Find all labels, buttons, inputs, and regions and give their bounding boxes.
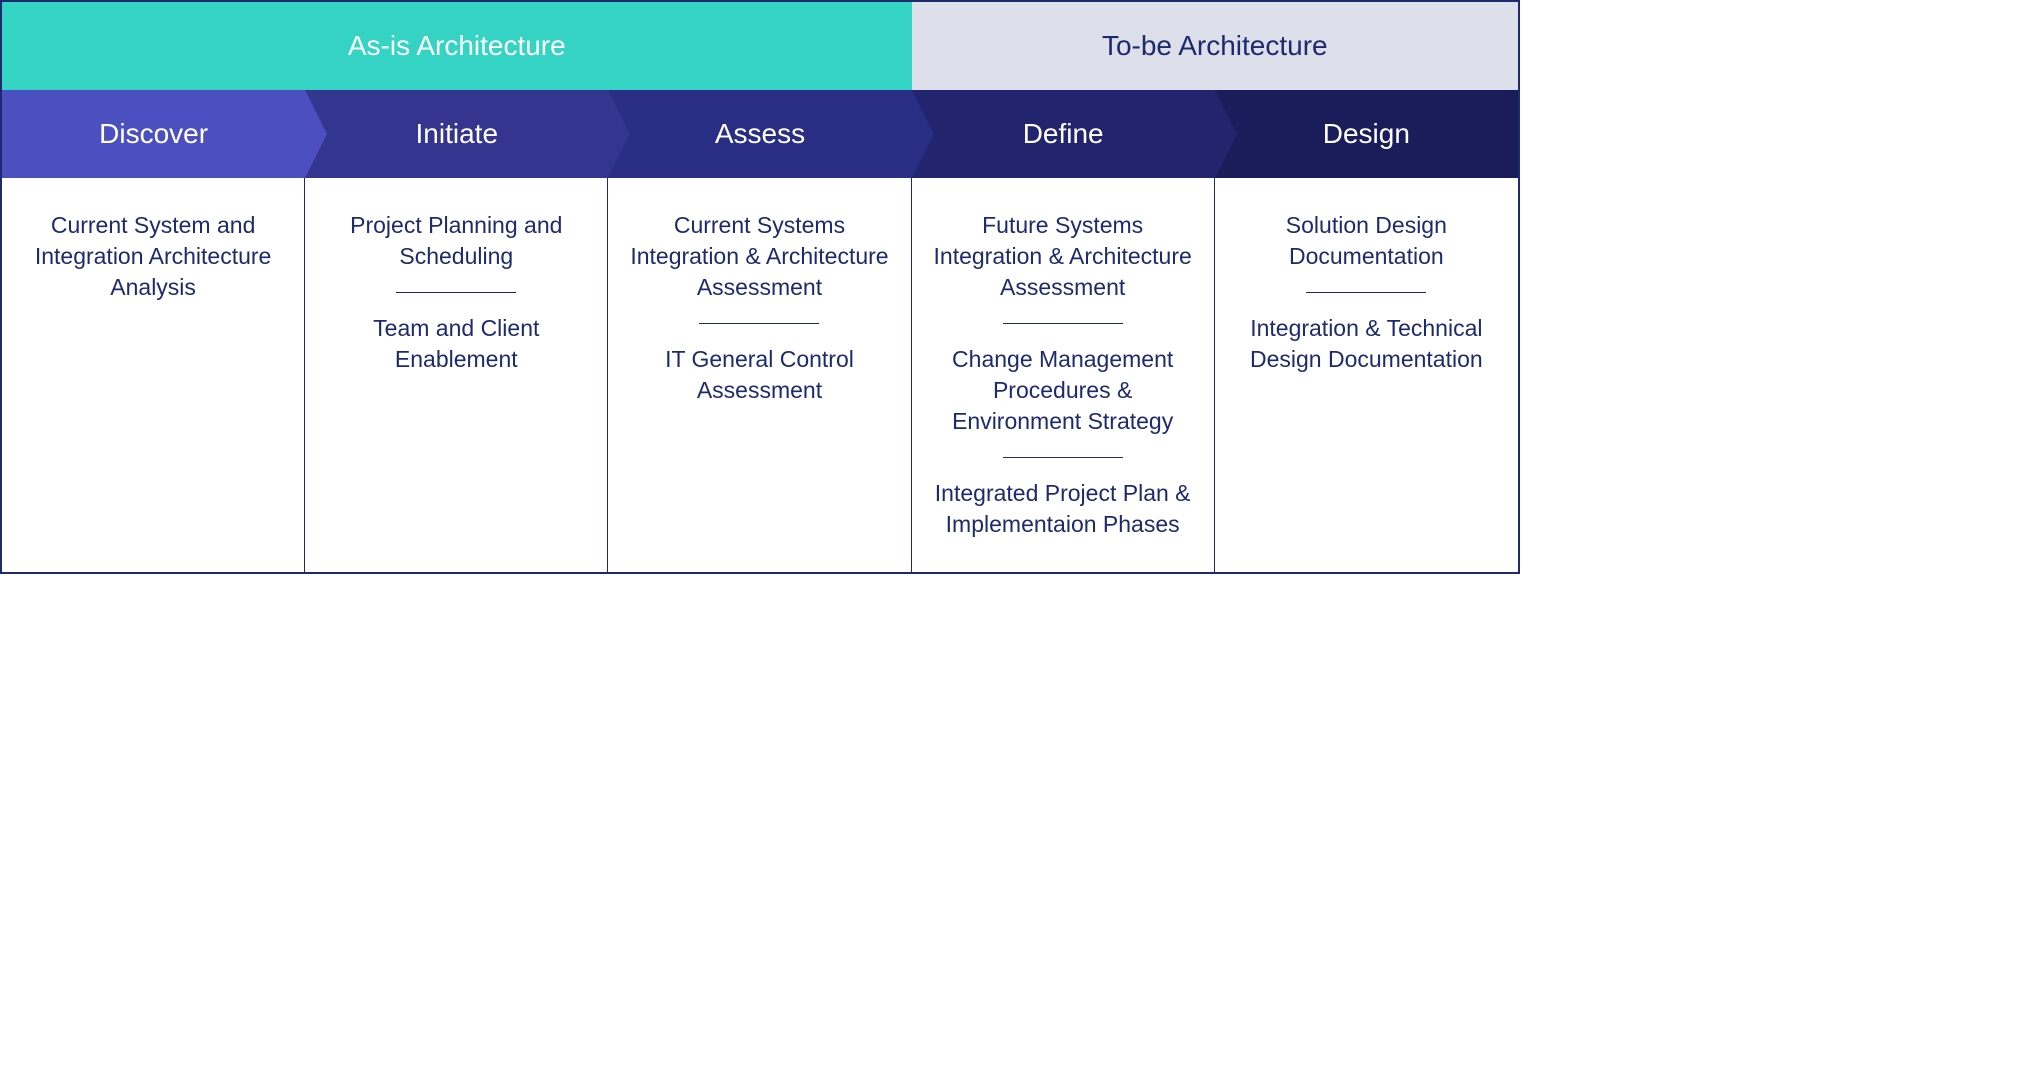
divider	[1003, 323, 1123, 324]
content-row: Current System and Integration Architect…	[2, 178, 1518, 572]
header-label: As-is Architecture	[348, 30, 566, 62]
chevron-right-icon	[1215, 90, 1237, 178]
content-item: Future Systems Integration & Architectur…	[930, 206, 1196, 307]
chevron-right-icon	[608, 90, 630, 178]
header-label: To-be Architecture	[1102, 30, 1328, 62]
phase-assess: Assess	[608, 90, 911, 178]
content-item: Integration & Technical Design Documenta…	[1233, 309, 1500, 379]
architecture-phase-diagram: As-is Architecture To-be Architecture Dis…	[0, 0, 1520, 574]
phase-initiate: Initiate	[305, 90, 608, 178]
phase-design: Design	[1215, 90, 1518, 178]
phase-define: Define	[912, 90, 1215, 178]
content-item: Current Systems Integration & Architectu…	[626, 206, 892, 307]
content-col-1: Project Planning and Scheduling Team and …	[305, 178, 608, 572]
content-col-0: Current System and Integration Architect…	[2, 178, 305, 572]
content-col-4: Solution Design Documentation Integration…	[1215, 178, 1518, 572]
phase-label: Assess	[715, 118, 805, 150]
phase-label: Initiate	[416, 118, 499, 150]
content-item: Team and Client Enablement	[323, 309, 589, 379]
content-col-2: Current Systems Integration & Architectu…	[608, 178, 911, 572]
content-item: Solution Design Documentation	[1233, 206, 1500, 276]
top-header-row: As-is Architecture To-be Architecture	[2, 2, 1518, 90]
divider	[1003, 457, 1123, 458]
divider	[396, 292, 516, 293]
chevron-right-icon	[305, 90, 327, 178]
phase-discover: Discover	[2, 90, 305, 178]
chevron-right-icon	[912, 90, 934, 178]
content-item: Change Management Procedures & Environme…	[930, 340, 1196, 441]
divider	[699, 323, 819, 324]
content-item: IT General Control Assessment	[626, 340, 892, 410]
content-col-3: Future Systems Integration & Architectur…	[912, 178, 1215, 572]
to-be-header: To-be Architecture	[912, 2, 1518, 90]
as-is-header: As-is Architecture	[2, 2, 912, 90]
phase-label: Define	[1023, 118, 1104, 150]
phase-chevron-row: Discover Initiate Assess Define Design	[2, 90, 1518, 178]
content-item: Current System and Integration Architect…	[20, 206, 286, 307]
phase-label: Discover	[99, 118, 208, 150]
divider	[1306, 292, 1426, 293]
content-item: Integrated Project Plan & Implementaion …	[930, 474, 1196, 544]
content-item: Project Planning and Scheduling	[323, 206, 589, 276]
phase-label: Design	[1323, 118, 1410, 150]
